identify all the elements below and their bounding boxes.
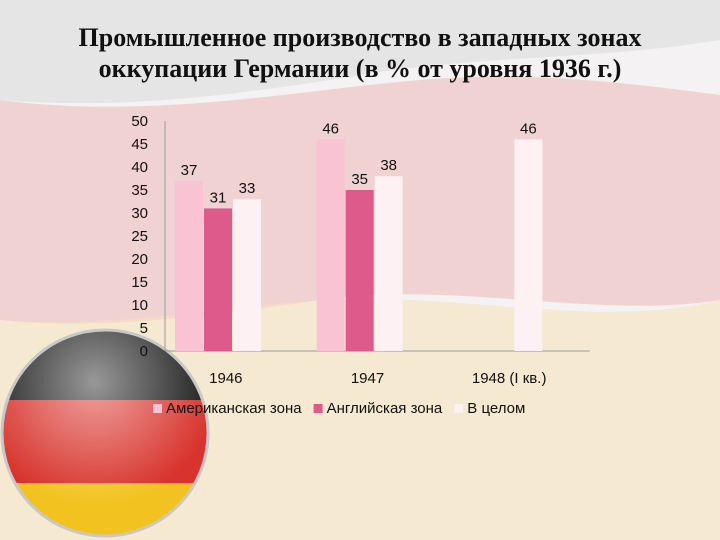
bar <box>345 190 374 351</box>
data-label: 37 <box>181 162 198 179</box>
y-tick-label: 35 <box>131 182 148 199</box>
data-label: 31 <box>210 189 227 206</box>
bar <box>204 208 232 351</box>
slide-title: Промышленное производство в западных зон… <box>0 22 720 84</box>
y-tick-label: 10 <box>131 297 148 314</box>
y-tick-label: 45 <box>131 136 148 153</box>
y-tick-label: 25 <box>131 228 148 245</box>
y-tick-label: 50 <box>131 113 148 130</box>
legend-label: В целом <box>467 400 525 417</box>
data-label: 35 <box>351 171 368 188</box>
y-tick-label: 15 <box>131 274 148 291</box>
legend-label: Американская зона <box>166 400 302 417</box>
legend-swatch <box>153 404 162 413</box>
legend-swatch <box>454 404 464 413</box>
y-tick-label: 0 <box>140 343 148 360</box>
data-label: 38 <box>380 157 397 174</box>
bar <box>374 176 403 351</box>
legend-label: Английская зона <box>327 400 443 417</box>
x-category-label: 1948 (I кв.) <box>472 370 547 387</box>
bar <box>514 139 543 351</box>
bar <box>316 139 345 351</box>
y-tick-label: 40 <box>131 159 148 176</box>
bar <box>233 199 261 351</box>
y-tick-label: 5 <box>140 320 148 337</box>
data-label: 46 <box>322 120 339 137</box>
legend-swatch <box>313 404 323 413</box>
y-tick-label: 30 <box>131 205 148 222</box>
x-category-label: 1947 <box>351 370 384 387</box>
x-category-label: 1946 <box>209 370 242 387</box>
data-label: 46 <box>520 120 537 137</box>
data-label: 33 <box>239 180 256 197</box>
bar <box>175 180 203 351</box>
y-tick-label: 20 <box>131 251 148 268</box>
title-line-1: Промышленное производство в западных зон… <box>78 23 642 52</box>
title-line-2: оккупации Германии (в % от уровня 1936 г… <box>98 54 622 83</box>
